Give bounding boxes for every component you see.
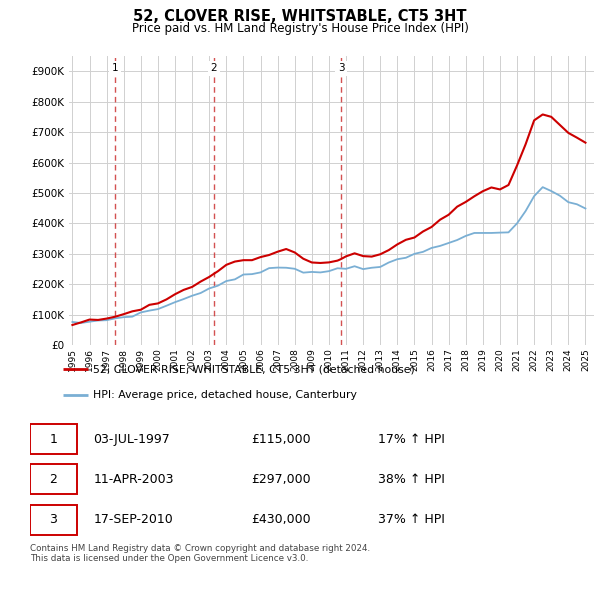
Text: 3: 3 xyxy=(50,513,58,526)
Text: £430,000: £430,000 xyxy=(251,513,310,526)
FancyBboxPatch shape xyxy=(30,504,77,535)
Text: 2: 2 xyxy=(211,63,217,73)
FancyBboxPatch shape xyxy=(30,464,77,494)
Text: HPI: Average price, detached house, Canterbury: HPI: Average price, detached house, Cant… xyxy=(94,390,357,400)
Text: 2: 2 xyxy=(50,473,58,486)
Text: £115,000: £115,000 xyxy=(251,432,310,445)
Text: 38% ↑ HPI: 38% ↑ HPI xyxy=(378,473,445,486)
Text: Contains HM Land Registry data © Crown copyright and database right 2024.
This d: Contains HM Land Registry data © Crown c… xyxy=(30,544,370,563)
Text: 37% ↑ HPI: 37% ↑ HPI xyxy=(378,513,445,526)
Text: 17-SEP-2010: 17-SEP-2010 xyxy=(94,513,173,526)
Text: 11-APR-2003: 11-APR-2003 xyxy=(94,473,174,486)
Text: £297,000: £297,000 xyxy=(251,473,310,486)
Text: Price paid vs. HM Land Registry's House Price Index (HPI): Price paid vs. HM Land Registry's House … xyxy=(131,22,469,35)
Text: 52, CLOVER RISE, WHITSTABLE, CT5 3HT: 52, CLOVER RISE, WHITSTABLE, CT5 3HT xyxy=(133,9,467,24)
Text: 52, CLOVER RISE, WHITSTABLE, CT5 3HT (detached house): 52, CLOVER RISE, WHITSTABLE, CT5 3HT (de… xyxy=(94,364,415,374)
Text: 3: 3 xyxy=(338,63,344,73)
Text: 1: 1 xyxy=(112,63,118,73)
Text: 03-JUL-1997: 03-JUL-1997 xyxy=(94,432,170,445)
Text: 1: 1 xyxy=(50,432,58,445)
Text: 17% ↑ HPI: 17% ↑ HPI xyxy=(378,432,445,445)
FancyBboxPatch shape xyxy=(30,424,77,454)
